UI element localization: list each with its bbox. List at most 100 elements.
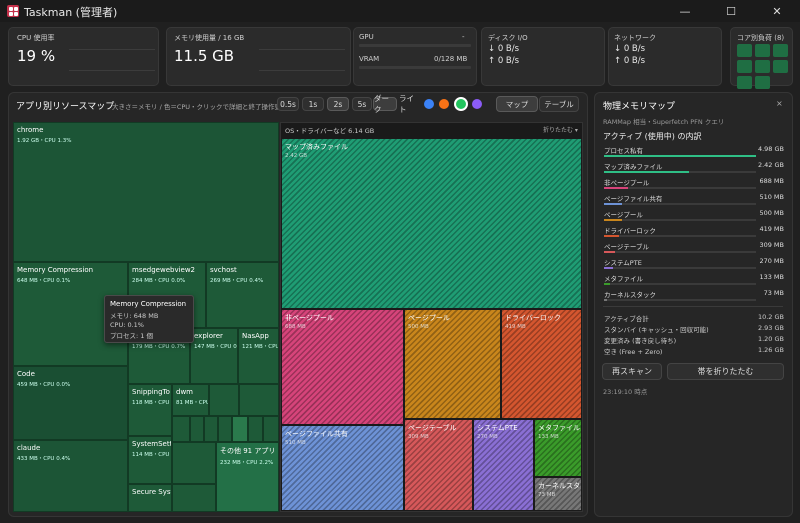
os-tile-paged-pool[interactable]: ページプール 500 MB — [404, 309, 501, 419]
summary-row: 変更済み (書き戻し待ち) 1.20 GB — [604, 335, 784, 345]
os-group-header: OS・ドライバーなど 6.14 GB — [285, 127, 375, 135]
interval-05s-button[interactable]: 0.5s — [277, 97, 299, 111]
tile-small[interactable] — [232, 416, 248, 442]
tile-small[interactable] — [172, 442, 216, 484]
tile-small[interactable] — [263, 416, 279, 442]
memory-sparkline — [259, 49, 345, 71]
os-tile-driver-locked[interactable]: ドライバーロック 419 MB — [501, 309, 582, 419]
gpu-value: - — [462, 33, 465, 41]
summary-label: 変更済み (書き戻し待ち) — [604, 337, 677, 345]
breakdown-bar-track — [604, 299, 756, 301]
collapse-band-button[interactable]: 帯を折りたたむ — [667, 363, 784, 380]
interval-2s-button[interactable]: 2s — [327, 97, 349, 111]
physmem-close-button[interactable]: × — [776, 99, 783, 108]
breakdown-bar-fill — [604, 267, 614, 269]
core-cell — [737, 76, 752, 89]
tile-name: その他 91 アプリ — [220, 447, 276, 455]
breakdown-label: ページプール — [604, 211, 643, 219]
os-tile-page-table[interactable]: ページテーブル 309 MB — [404, 419, 473, 511]
os-tile-kernel-stack[interactable]: カーネルスタック 73 MB — [534, 477, 582, 511]
tile-nasapp[interactable]: NasApp 121 MB・CPU — [238, 328, 279, 384]
core-cell — [737, 44, 752, 57]
palette-blue-dot[interactable] — [424, 99, 434, 109]
breakdown-bar-track — [604, 155, 756, 157]
summary-value: 1.20 GB — [757, 335, 784, 343]
tile-small[interactable] — [248, 416, 263, 442]
tile-chrome[interactable]: chrome 1.92 GB・CPU 1.3% — [13, 122, 279, 262]
os-tile-metafile[interactable]: メタファイル 133 MB — [534, 419, 582, 477]
cores-card[interactable]: コア別負荷 (8) — [730, 27, 793, 89]
summary-row: スタンバイ (キャッシュ・回収可能) 2.93 GB — [604, 324, 784, 334]
core-cell — [755, 44, 770, 57]
os-tile-nonpaged-pool[interactable]: 非ページプール 688 MB — [281, 309, 404, 425]
tile-name: claude — [17, 444, 41, 452]
tile-other-apps[interactable]: その他 91 アプリ 232 MB・CPU 2.2% — [216, 442, 279, 512]
tile-secure-system[interactable]: Secure Syst — [128, 484, 172, 512]
breakdown-bar-track — [604, 187, 756, 189]
network-card[interactable]: ネットワーク ↓ 0 B/s ↑ 0 B/s — [608, 27, 722, 86]
os-tile-system-pte[interactable]: システムPTE 270 MB — [473, 419, 534, 511]
interval-5s-button[interactable]: 5s — [352, 97, 372, 111]
tile-name: msedgewebview2 — [132, 266, 196, 274]
cpu-card[interactable]: CPU 使用率 19 % — [8, 27, 159, 86]
summary-label: スタンバイ (キャッシュ・回収可能) — [604, 326, 709, 334]
view-table-button[interactable]: テーブル — [539, 96, 579, 112]
theme-dark-button[interactable]: ダーク — [373, 94, 397, 114]
tile-svchost[interactable]: svchost 269 MB・CPU 0.4% — [206, 262, 279, 328]
tile-small[interactable] — [190, 416, 204, 442]
tooltip-processes: プロセス: 1 個 — [110, 332, 153, 340]
tile-code[interactable]: Code 459 MB・CPU 0.0% — [13, 366, 128, 440]
tooltip-cpu: CPU: 0.1% — [110, 321, 144, 329]
breakdown-value: 309 MB — [759, 241, 784, 249]
os-tile-pagefile-shared[interactable]: ページファイル共有 510 MB — [281, 425, 404, 511]
view-map-button[interactable]: マップ — [496, 96, 538, 112]
tile-name: ページファイル共有 — [285, 430, 348, 438]
breakdown-bar-track — [604, 219, 756, 221]
tile-name: dwm — [176, 388, 193, 396]
gpu-card[interactable]: GPU - VRAM 0/128 MB — [353, 27, 477, 86]
cores-caption: コア別負荷 (8) — [737, 34, 785, 42]
rescan-button[interactable]: 再スキャン — [602, 363, 662, 380]
tile-name: explorer — [194, 332, 223, 340]
tile-name: ドライバーロック — [505, 314, 561, 322]
palette-purple-dot[interactable] — [472, 99, 482, 109]
tile-small[interactable] — [172, 484, 216, 512]
tile-name: 非ページプール — [285, 314, 334, 322]
os-collapse-button[interactable]: 折りたたむ ▾ — [543, 127, 578, 134]
tile-small[interactable] — [172, 416, 190, 442]
interval-1s-button[interactable]: 1s — [302, 97, 324, 111]
title-bar — [0, 0, 800, 22]
network-caption: ネットワーク — [614, 34, 656, 42]
breakdown-bar-fill — [604, 251, 615, 253]
tile-claude[interactable]: claude 433 MB・CPU 0.4% — [13, 440, 128, 512]
breakdown-row: 非ページプール 688 MB — [604, 177, 784, 191]
cpu-caption: CPU 使用率 — [17, 34, 55, 42]
disk-card[interactable]: ディスク I/O ↓ 0 B/s ↑ 0 B/s — [481, 27, 605, 86]
memory-card[interactable]: メモリ使用量 / 16 GB 11.5 GB — [166, 27, 351, 86]
breakdown-value: 419 MB — [759, 225, 784, 233]
close-button[interactable]: ✕ — [772, 4, 782, 18]
breakdown-bar-fill — [604, 187, 629, 189]
palette-orange-dot[interactable] — [439, 99, 449, 109]
maximize-button[interactable]: ☐ — [726, 4, 736, 18]
tile-dwm[interactable]: dwm 81 MB・CPU — [172, 384, 209, 416]
tile-name: ページテーブル — [408, 424, 457, 432]
tile-small[interactable] — [218, 416, 232, 442]
tile-small[interactable] — [239, 384, 279, 416]
resource-map-title: アプリ別リソースマップ — [16, 102, 115, 112]
breakdown-bar-track — [604, 203, 756, 205]
tile-systemsettings[interactable]: SystemSett 114 MB・CPU — [128, 436, 172, 484]
theme-light-button[interactable]: ライト — [399, 94, 414, 114]
breakdown-value: 4.98 GB — [757, 145, 784, 153]
tile-small[interactable] — [209, 384, 239, 416]
network-up: ↑ 0 B/s — [614, 56, 646, 66]
minimize-button[interactable]: — — [679, 4, 691, 18]
tile-explorer-2[interactable]: explorer 147 MB・CPU 0 — [190, 328, 238, 384]
breakdown-bar-fill — [604, 219, 623, 221]
os-tile-mapped-files[interactable]: マップ済みファイル 2.42 GB — [281, 138, 582, 309]
tile-small[interactable] — [204, 416, 218, 442]
tooltip-memory: メモリ: 648 MB — [110, 312, 159, 320]
tile-snippingtool[interactable]: SnippingTo 118 MB・CPU — [128, 384, 172, 436]
palette-green-dot[interactable] — [454, 97, 468, 111]
cpu-sparkline — [69, 49, 155, 71]
